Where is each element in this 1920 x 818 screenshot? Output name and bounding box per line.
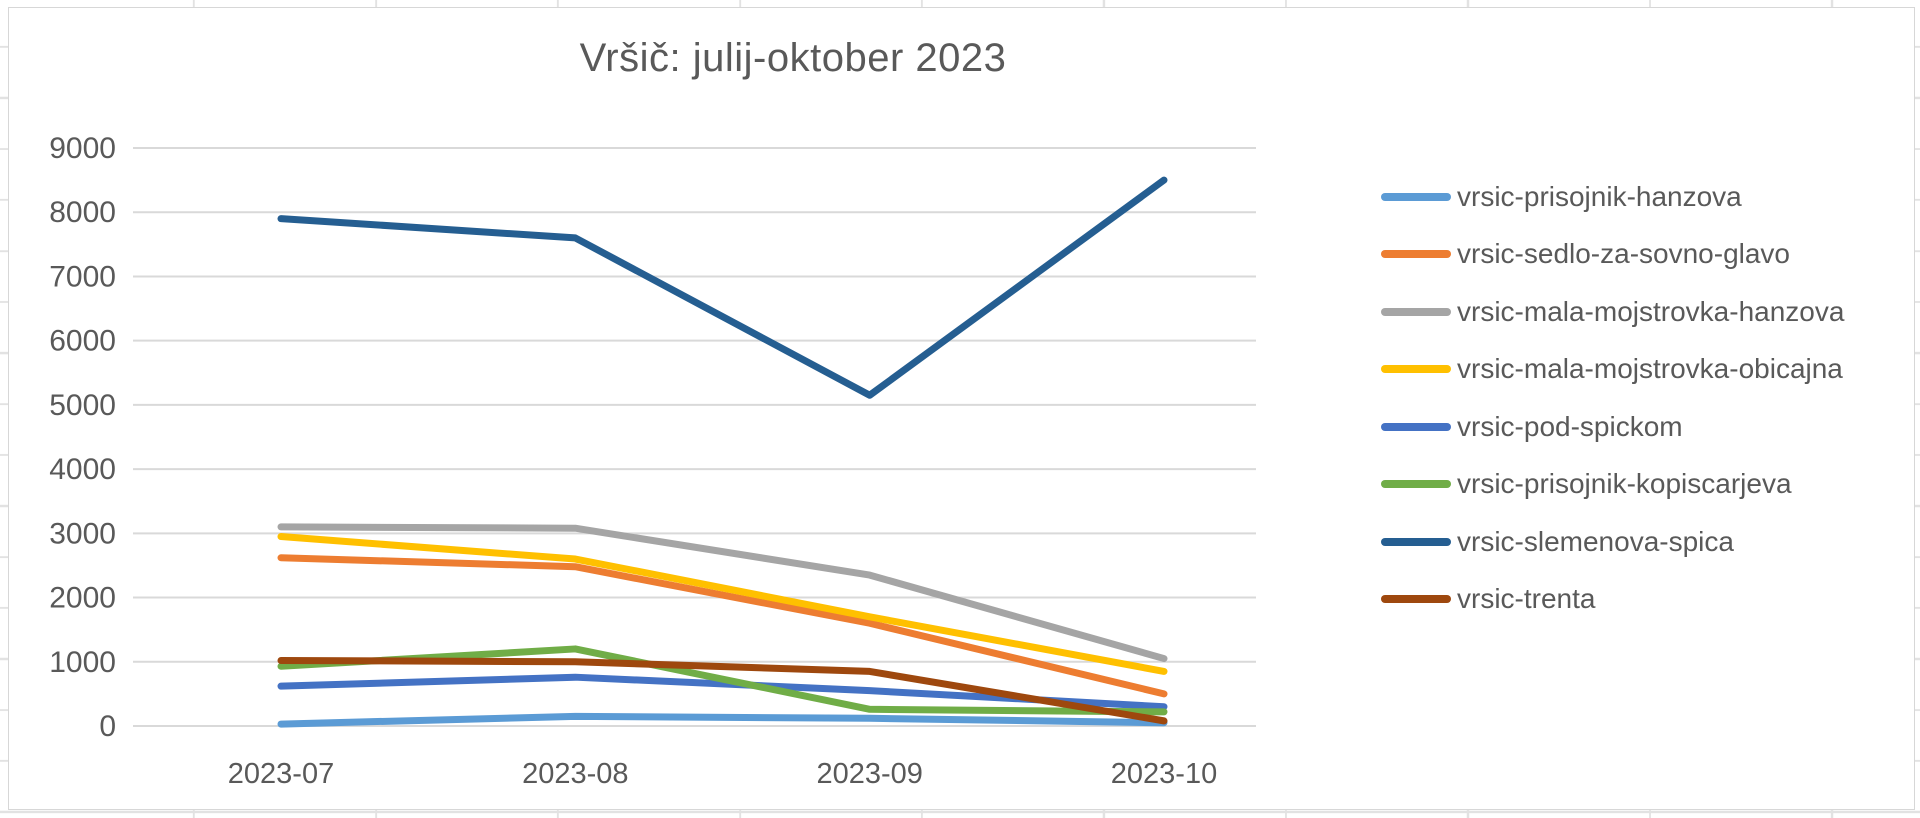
legend-item-vrsic-mala-mojstrovka-obicajna[interactable]: vrsic-mala-mojstrovka-obicajna bbox=[1381, 341, 1901, 399]
y-axis-tick-label: 1000 bbox=[49, 646, 116, 679]
y-axis-tick-label: 4000 bbox=[49, 453, 116, 486]
legend-swatch-icon bbox=[1381, 537, 1451, 546]
series-line-vrsic-mala-mojstrovka-hanzova[interactable] bbox=[277, 523, 1168, 663]
legend-item-vrsic-pod-spickom[interactable]: vrsic-pod-spickom bbox=[1381, 398, 1901, 456]
legend-label: vrsic-prisojnik-hanzova bbox=[1457, 180, 1742, 212]
legend-swatch-icon bbox=[1381, 422, 1451, 431]
y-axis-tick-label: 7000 bbox=[49, 260, 116, 293]
series-line-vrsic-slemenova-spica[interactable] bbox=[277, 176, 1168, 399]
y-axis-tick-label: 6000 bbox=[49, 325, 116, 358]
legend-swatch-icon bbox=[1381, 250, 1451, 259]
legend-swatch-icon bbox=[1381, 307, 1451, 316]
legend-item-vrsic-prisojnik-kopiscarjeva[interactable]: vrsic-prisojnik-kopiscarjeva bbox=[1381, 456, 1901, 514]
legend-item-vrsic-sedlo-za-sovno-glavo[interactable]: vrsic-sedlo-za-sovno-glavo bbox=[1381, 226, 1901, 284]
legend-label: vrsic-slemenova-spica bbox=[1457, 525, 1734, 557]
plot-area: 0 1000 2000 3000 4000 5000 6000 7000 8000 9000 202… bbox=[49, 132, 1256, 790]
y-axis-tick-label: 5000 bbox=[49, 389, 116, 422]
legend-label: vrsic-sedlo-za-sovno-glavo bbox=[1457, 238, 1791, 270]
chart-legend: vrsic-prisojnik-hanzova vrsic-sedlo-za-so… bbox=[1381, 168, 1901, 628]
legend-item-vrsic-trenta[interactable]: vrsic-trenta bbox=[1381, 571, 1901, 629]
legend-label: vrsic-mala-mojstrovka-obicajna bbox=[1457, 353, 1843, 385]
y-axis-tick-label: 8000 bbox=[49, 196, 116, 229]
series-line-vrsic-prisojnik-hanzova[interactable] bbox=[277, 712, 1168, 728]
x-axis-tick-label: 2023-08 bbox=[522, 758, 628, 790]
chart-title[interactable]: Vršič: julij-oktober 2023 bbox=[579, 36, 1007, 80]
y-axis-tick-label: 3000 bbox=[49, 517, 116, 550]
legend-swatch-icon bbox=[1381, 480, 1451, 489]
legend-item-vrsic-slemenova-spica[interactable]: vrsic-slemenova-spica bbox=[1381, 513, 1901, 571]
chart-area[interactable]: 0 1000 2000 3000 4000 5000 6000 7000 8000 9000 202… bbox=[8, 7, 1915, 810]
series-line-vrsic-prisojnik-kopiscarjeva[interactable] bbox=[277, 645, 1168, 716]
legend-item-vrsic-mala-mojstrovka-hanzova[interactable]: vrsic-mala-mojstrovka-hanzova bbox=[1381, 283, 1901, 341]
y-axis-tick-label: 0 bbox=[99, 710, 116, 743]
legend-swatch-icon bbox=[1381, 192, 1451, 201]
x-axis-tick-label: 2023-09 bbox=[816, 758, 922, 790]
legend-label: vrsic-pod-spickom bbox=[1457, 410, 1683, 442]
series-line-vrsic-sedlo-za-sovno-glavo[interactable] bbox=[277, 554, 1168, 698]
legend-label: vrsic-prisojnik-kopiscarjeva bbox=[1457, 468, 1792, 500]
legend-item-vrsic-prisojnik-hanzova[interactable]: vrsic-prisojnik-hanzova bbox=[1381, 168, 1901, 226]
x-axis-tick-label: 2023-07 bbox=[228, 758, 334, 790]
x-axis-tick-label: 2023-10 bbox=[1111, 758, 1217, 790]
legend-swatch-icon bbox=[1381, 595, 1451, 604]
legend-label: vrsic-mala-mojstrovka-hanzova bbox=[1457, 295, 1845, 327]
legend-swatch-icon bbox=[1381, 365, 1451, 374]
series-line-vrsic-trenta[interactable] bbox=[277, 656, 1168, 725]
legend-label: vrsic-trenta bbox=[1457, 583, 1596, 615]
y-axis-tick-label: 2000 bbox=[49, 582, 116, 615]
y-axis-tick-label: 9000 bbox=[49, 132, 116, 165]
series-line-vrsic-mala-mojstrovka-obicajna[interactable] bbox=[277, 533, 1168, 675]
